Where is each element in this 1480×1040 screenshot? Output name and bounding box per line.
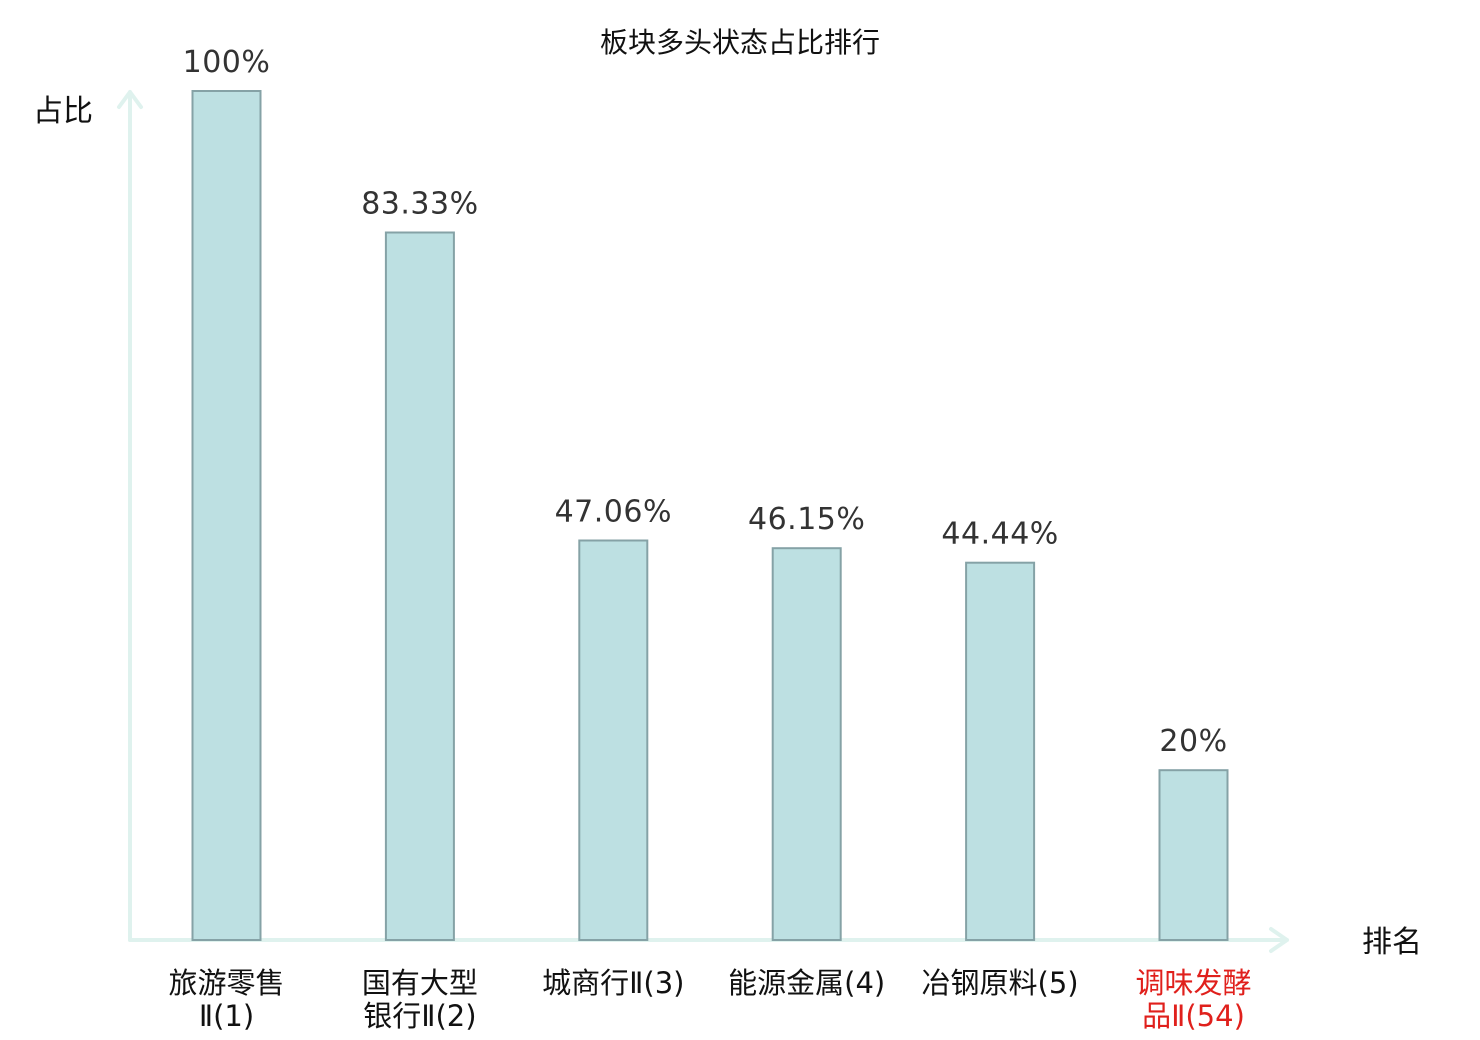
x-tick-label: 冶钢原料(5) — [922, 966, 1079, 1000]
bar — [1158, 769, 1229, 942]
bar-value-label: 83.33% — [361, 187, 478, 222]
bar — [965, 561, 1036, 941]
x-tick-label: 城商行Ⅱ(3) — [542, 966, 684, 1000]
bar-value-label: 100% — [183, 45, 271, 80]
y-axis-line — [117, 90, 143, 942]
x-axis-label: 排名 — [1362, 925, 1422, 960]
value-labels-group: 100% 83.33% 47.06% 46.15% 44.44% 20% — [183, 45, 1227, 759]
x-tick-label: 银行Ⅱ(2) — [363, 999, 476, 1033]
x-tick-label: 旅游零售 — [168, 966, 284, 1000]
bars-group — [191, 90, 1229, 942]
chart-title: 板块多头状态占比排行 — [600, 26, 880, 59]
y-axis-label: 占比 — [33, 94, 93, 129]
bar — [191, 90, 262, 941]
bar-value-label: 46.15% — [748, 502, 865, 537]
bar-value-label: 20% — [1159, 724, 1227, 759]
axes — [117, 90, 1289, 953]
bar — [578, 539, 649, 941]
x-tick-label: 品Ⅱ(54) — [1142, 999, 1245, 1033]
bar — [771, 547, 842, 941]
x-tick-label: Ⅱ(1) — [199, 999, 254, 1033]
x-axis-line — [128, 927, 1289, 953]
x-tick-label: 调味发酵 — [1135, 966, 1251, 1000]
x-tick-label: 国有大型 — [362, 966, 478, 1000]
bar-value-label: 47.06% — [555, 495, 672, 530]
bar — [384, 231, 455, 941]
bar-value-label: 44.44% — [941, 517, 1058, 552]
x-tick-label: 能源金属(4) — [728, 966, 885, 1000]
